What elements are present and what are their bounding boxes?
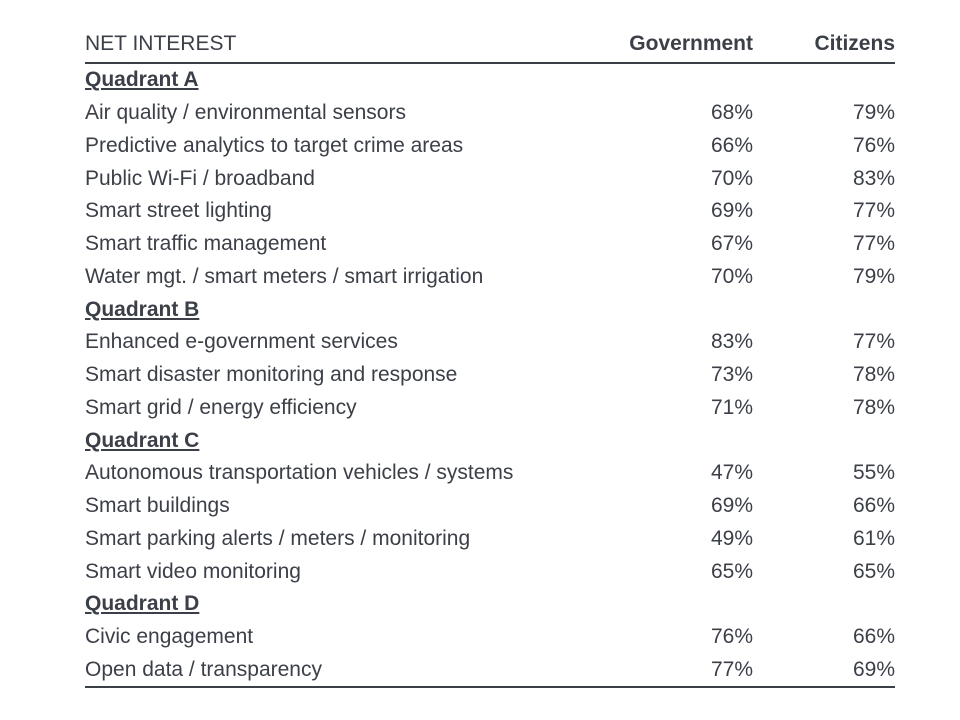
table-row: Smart traffic management 67% 77%: [85, 228, 895, 261]
table-row: Enhanced e-government services 83% 77%: [85, 326, 895, 359]
row-label: Public Wi-Fi / broadband: [85, 166, 315, 190]
row-label: Air quality / environmental sensors: [85, 101, 406, 125]
government-value: 47%: [710, 461, 753, 485]
row-label: Smart disaster monitoring and response: [85, 363, 458, 387]
government-value: 67%: [710, 232, 753, 256]
table-row: Public Wi-Fi / broadband 70% 83%: [85, 162, 895, 195]
quadrant-row: Quadrant A: [85, 63, 895, 97]
row-label: Smart grid / energy efficiency: [85, 395, 357, 419]
citizens-value: 78%: [852, 395, 895, 419]
government-value: 65%: [710, 559, 753, 583]
table-row: Smart video monitoring 65% 65%: [85, 555, 895, 588]
citizens-value: 61%: [852, 526, 895, 550]
column-header-citizens: Citizens: [753, 26, 895, 64]
citizens-value: 79%: [852, 264, 895, 288]
column-header-net-interest: NET INTEREST: [85, 26, 615, 64]
citizens-value: 76%: [852, 133, 895, 157]
government-value: 66%: [710, 133, 753, 157]
column-header-government: Government: [615, 26, 753, 64]
table-row: Smart buildings 69% 66%: [85, 490, 895, 523]
table-body: Quadrant A Air quality / environmental se…: [85, 63, 895, 689]
row-label: Smart traffic management: [85, 232, 327, 256]
citizens-value: 78%: [852, 363, 895, 387]
table-row: Smart street lighting 69% 77%: [85, 195, 895, 228]
row-label: Smart buildings: [85, 494, 230, 518]
government-value: 49%: [710, 526, 753, 550]
government-value: 77%: [615, 653, 753, 689]
citizens-value: 66%: [852, 625, 895, 649]
row-label: Smart parking alerts / meters / monitori…: [85, 526, 471, 550]
table-row: Water mgt. / smart meters / smart irriga…: [85, 261, 895, 294]
government-value: 68%: [710, 101, 753, 125]
row-label: Predictive analytics to target crime are…: [85, 133, 464, 157]
government-value: 69%: [710, 199, 753, 223]
citizens-value: 66%: [852, 494, 895, 518]
government-value: 73%: [710, 363, 753, 387]
row-label: Civic engagement: [85, 625, 254, 649]
net-interest-table: NET INTEREST Government Citizens Quadran…: [85, 26, 895, 689]
table-row: Smart disaster monitoring and response 73…: [85, 359, 895, 392]
citizens-value: 55%: [852, 461, 895, 485]
row-label: Smart street lighting: [85, 199, 272, 223]
quadrant-label: Quadrant C: [85, 428, 200, 452]
citizens-value: 69%: [753, 653, 895, 689]
row-label: Smart video monitoring: [85, 559, 301, 583]
citizens-value: 79%: [852, 101, 895, 125]
quadrant-label: Quadrant A: [85, 68, 199, 92]
citizens-value: 65%: [852, 559, 895, 583]
header-row: NET INTEREST Government Citizens: [85, 26, 895, 64]
row-label: Water mgt. / smart meters / smart irriga…: [85, 264, 484, 288]
government-value: 69%: [710, 494, 753, 518]
table-row: Civic engagement 76% 66%: [85, 621, 895, 654]
quadrant-row: Quadrant B: [85, 293, 895, 326]
table-row: Air quality / environmental sensors 68% 79…: [85, 97, 895, 130]
government-value: 70%: [710, 166, 753, 190]
citizens-value: 77%: [852, 232, 895, 256]
quadrant-label: Quadrant B: [85, 297, 200, 321]
government-value: 71%: [710, 395, 753, 419]
table-row: Predictive analytics to target crime are…: [85, 130, 895, 163]
data-table: NET INTEREST Government Citizens Quadran…: [85, 26, 895, 689]
table-row: Smart parking alerts / meters / monitori…: [85, 523, 895, 556]
government-value: 70%: [710, 264, 753, 288]
citizens-value: 77%: [852, 330, 895, 354]
quadrant-row: Quadrant C: [85, 424, 895, 457]
citizens-value: 77%: [852, 199, 895, 223]
table-row: Autonomous transportation vehicles / sys…: [85, 457, 895, 490]
government-value: 83%: [710, 330, 753, 354]
table-row: Open data / transparency 77% 69%: [85, 653, 895, 689]
row-label: Enhanced e-government services: [85, 330, 398, 354]
quadrant-label: Quadrant D: [85, 592, 200, 616]
citizens-value: 83%: [852, 166, 895, 190]
row-label: Autonomous transportation vehicles / sys…: [85, 461, 514, 485]
government-value: 76%: [710, 625, 753, 649]
quadrant-row: Quadrant D: [85, 588, 895, 621]
table-row: Smart grid / energy efficiency 71% 78%: [85, 392, 895, 425]
row-label: Open data / transparency: [85, 653, 615, 689]
